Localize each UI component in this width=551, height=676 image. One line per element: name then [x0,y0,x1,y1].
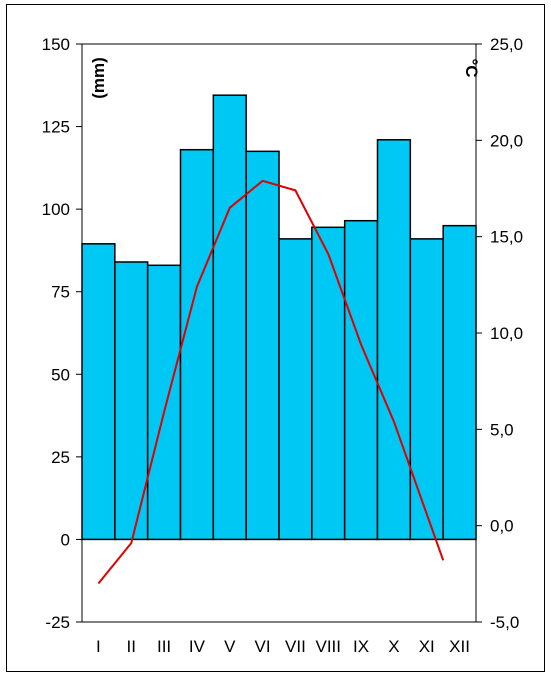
x-axis-ticks: I II III IV V VI VII VIII IX X XI XII [96,637,470,656]
x-tick-label: XII [449,637,470,656]
left-axis-label: (mm) [89,57,108,99]
bar-I [81,243,116,541]
x-tick-label: VI [255,637,271,656]
right-tick-label: 5,0 [490,420,514,439]
x-tick-label: X [388,637,399,656]
bar-X [376,139,412,541]
right-axis-ticks: -5,0 0,0 5,0 10,0 15,0 20,0 25,0 [476,35,523,632]
x-tick-label: IX [353,637,369,656]
x-tick-label: IV [189,637,206,656]
x-tick-label: VII [285,637,306,656]
right-tick-label: 10,0 [490,324,523,343]
bar-V [212,94,247,541]
right-tick-label: 0,0 [490,517,514,536]
left-tick-label: 50 [51,365,70,384]
x-tick-label: VIII [315,637,341,656]
x-tick-label: II [127,637,136,656]
left-tick-label: 0 [61,530,70,549]
left-axis-ticks: -25 0 25 50 75 100 125 150 [42,35,82,632]
bar-IV [179,148,215,541]
bar-VIII [311,226,346,541]
left-tick-label: 75 [51,283,70,302]
right-tick-label: 20,0 [490,131,523,150]
right-tick-label: 25,0 [490,35,523,54]
bar-VI [245,150,280,541]
bar-XI [409,238,444,541]
precipitation-bars [81,94,477,541]
right-tick-label: -5,0 [490,613,519,632]
left-tick-label: 100 [42,200,70,219]
temperature-line [97,179,445,585]
bar-III [146,264,182,541]
x-tick-label: XI [419,637,435,656]
x-tick-label: I [96,637,101,656]
left-tick-label: -25 [45,613,70,632]
x-tick-label: III [157,637,171,656]
left-tick-label: 150 [42,35,70,54]
bar-IX [343,219,379,541]
right-axis-label: °C [462,58,481,77]
x-tick-label: V [224,637,236,656]
bar-XII [442,224,477,541]
left-tick-label: 125 [42,118,70,137]
bar-VII [278,238,313,541]
right-tick-label: 15,0 [490,228,523,247]
bar-II [114,261,149,541]
left-tick-label: 25 [51,448,70,467]
